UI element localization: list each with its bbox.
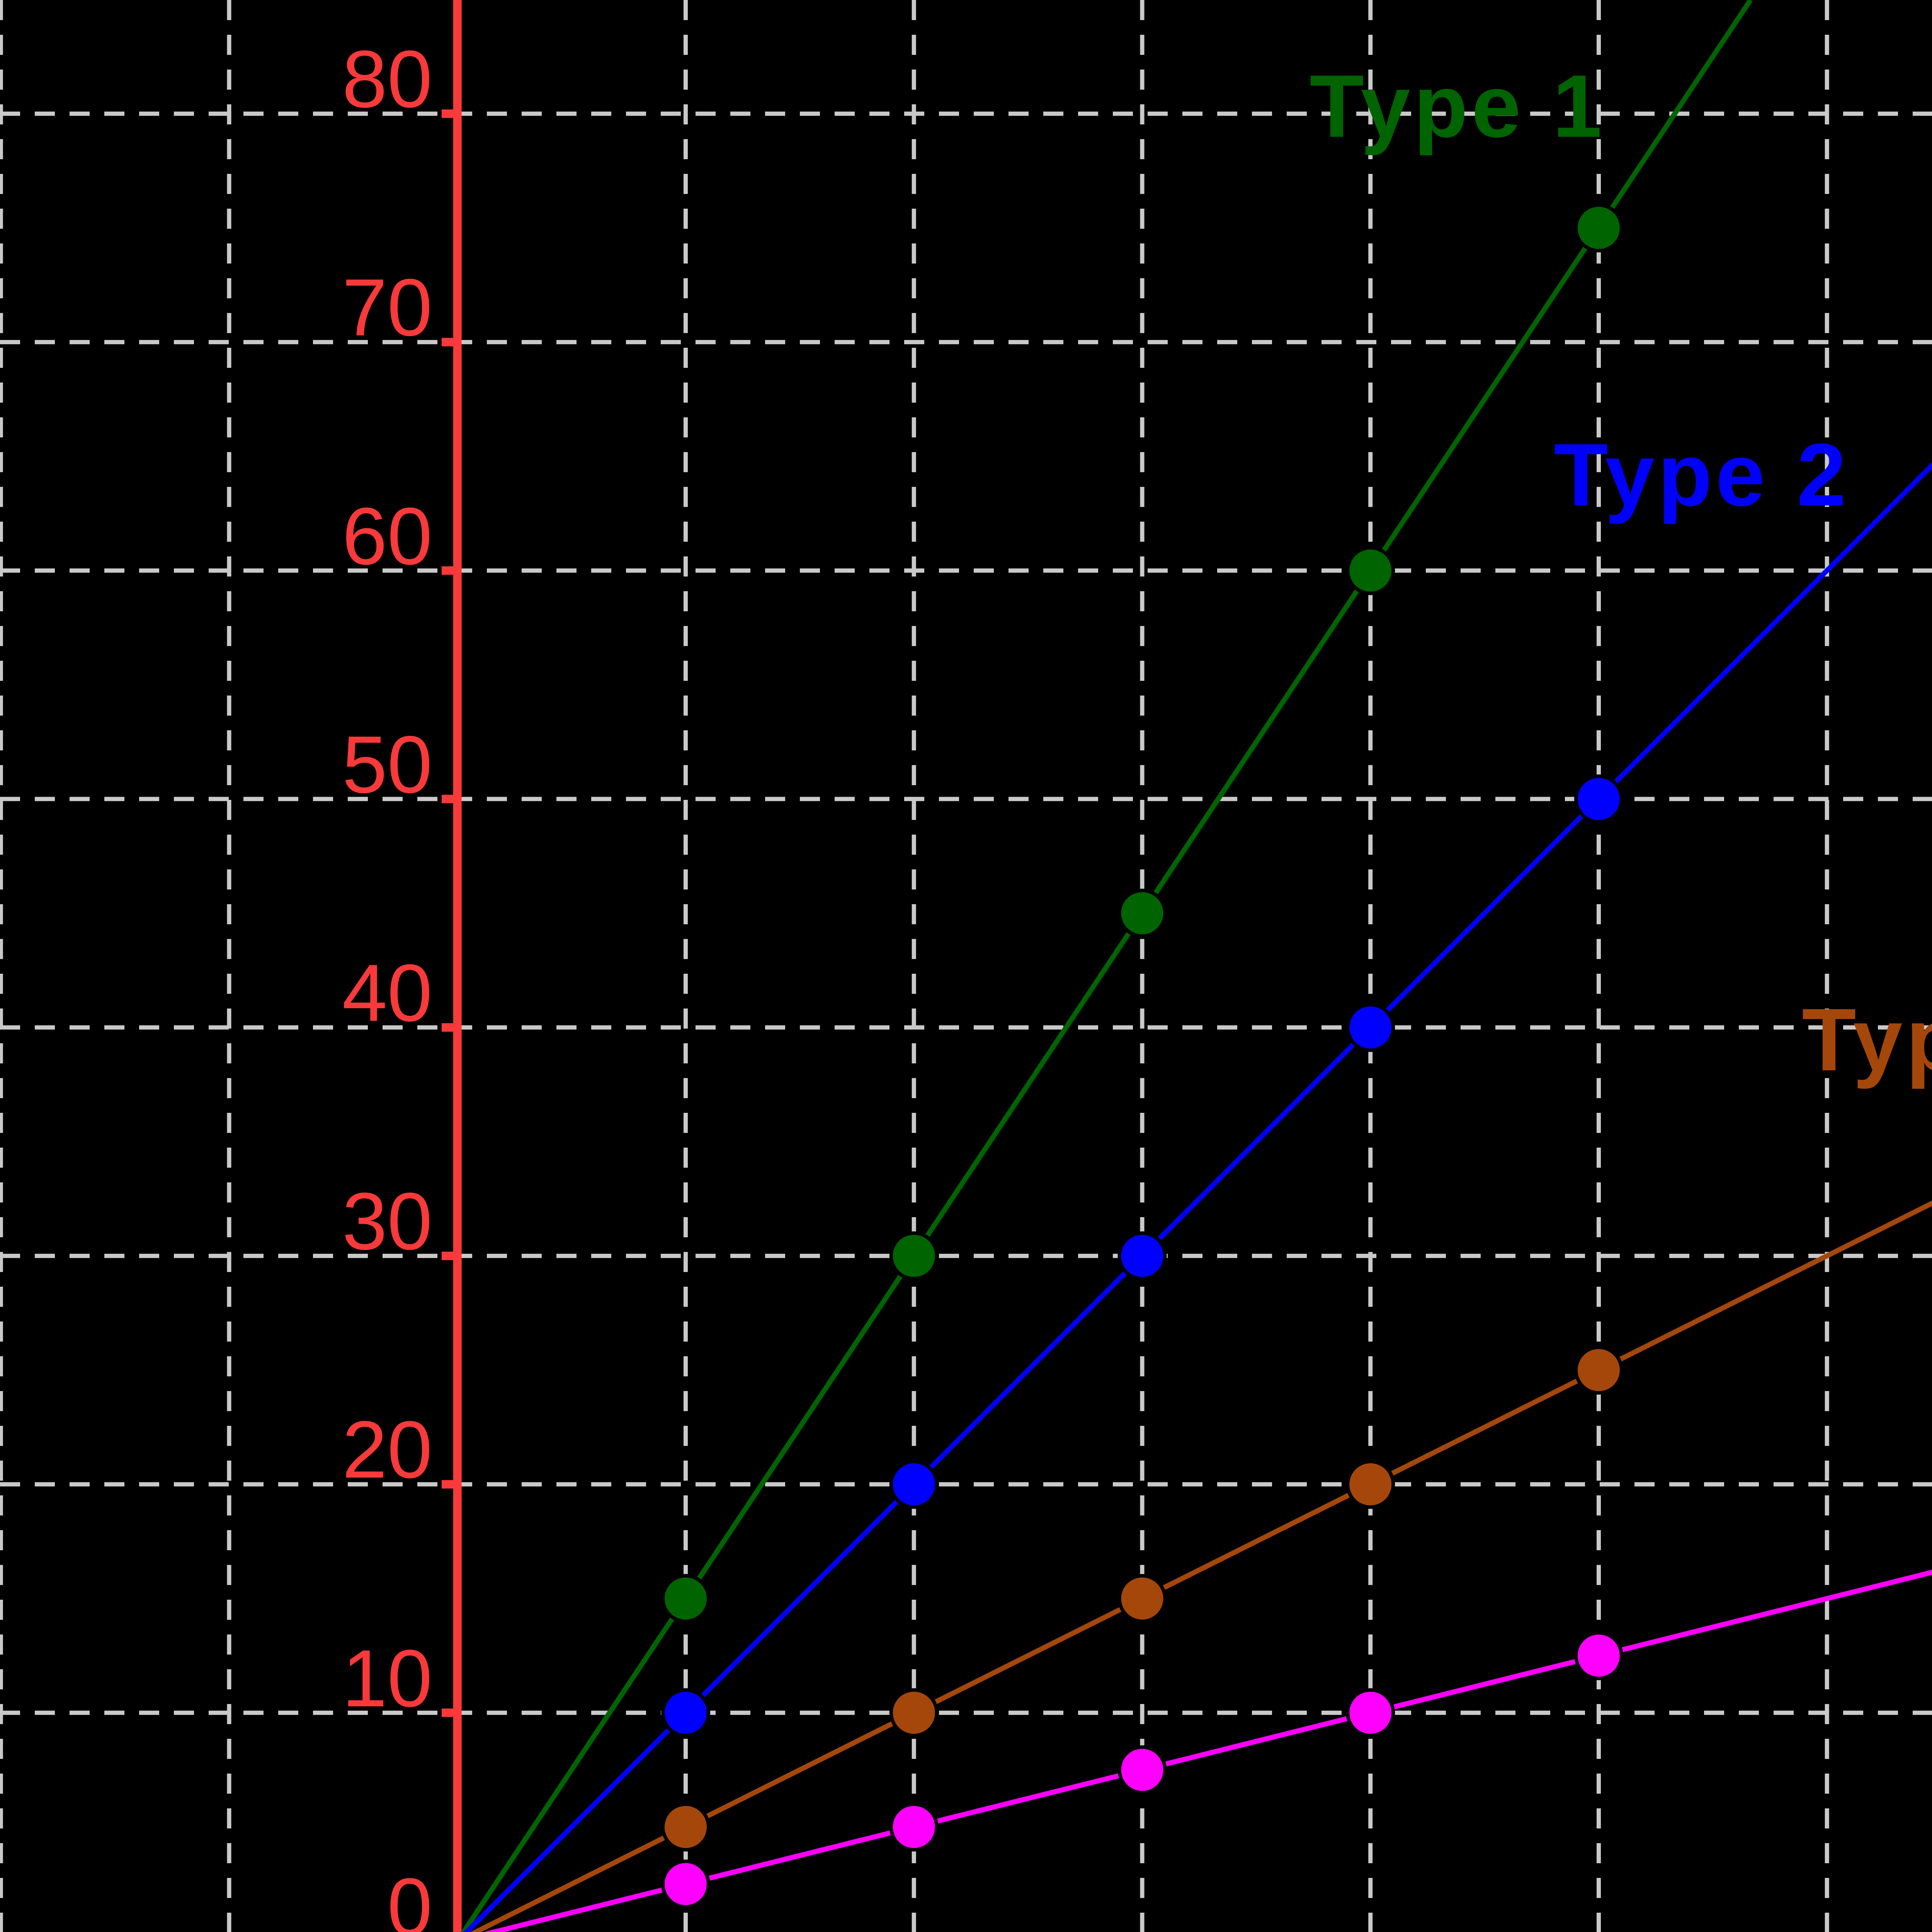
- svg-text:60: 60: [342, 491, 432, 582]
- svg-text:80: 80: [342, 34, 432, 124]
- svg-text:40: 40: [342, 947, 432, 1038]
- svg-text:20: 20: [342, 1404, 432, 1495]
- svg-text:0: 0: [387, 1861, 432, 1932]
- svg-text:Type 2: Type 2: [1554, 425, 1850, 524]
- svg-text:10: 10: [342, 1633, 432, 1724]
- svg-text:Type 1: Type 1: [1310, 56, 1605, 156]
- svg-text:50: 50: [342, 719, 432, 810]
- svg-text:Type 3: Type 3: [1802, 990, 1932, 1089]
- svg-text:30: 30: [342, 1176, 432, 1267]
- svg-text:70: 70: [342, 262, 432, 353]
